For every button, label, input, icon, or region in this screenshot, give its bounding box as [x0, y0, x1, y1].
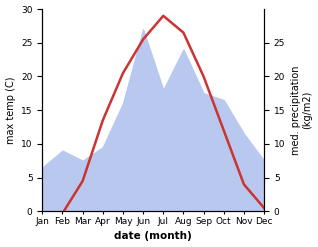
X-axis label: date (month): date (month) — [114, 231, 192, 242]
Y-axis label: med. precipitation
(kg/m2): med. precipitation (kg/m2) — [291, 65, 313, 155]
Y-axis label: max temp (C): max temp (C) — [5, 76, 16, 144]
